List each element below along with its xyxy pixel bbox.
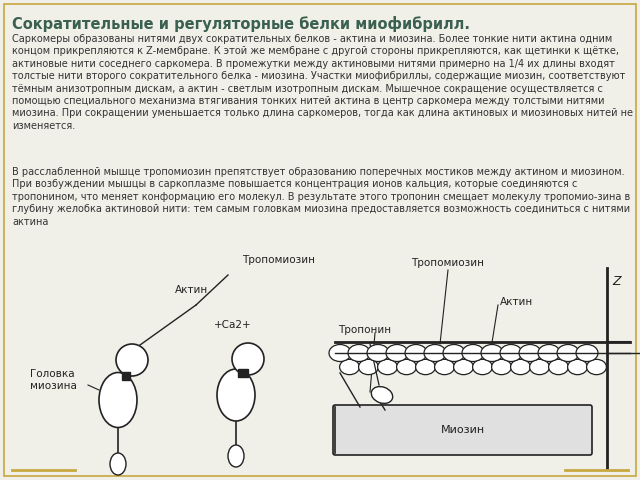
Text: Головка
миозина: Головка миозина (30, 369, 77, 391)
Ellipse shape (568, 360, 588, 375)
Ellipse shape (548, 360, 568, 375)
Text: Z: Z (612, 275, 621, 288)
Ellipse shape (587, 360, 607, 375)
Ellipse shape (538, 345, 560, 361)
Circle shape (116, 344, 148, 376)
Ellipse shape (462, 345, 484, 361)
Ellipse shape (340, 360, 360, 375)
Ellipse shape (367, 345, 389, 361)
Ellipse shape (424, 345, 446, 361)
Ellipse shape (217, 369, 255, 421)
Ellipse shape (492, 360, 511, 375)
Bar (122, 372, 130, 380)
Text: Сократительные и регуляторные белки миофибрилл.: Сократительные и регуляторные белки миоф… (12, 16, 470, 32)
Ellipse shape (329, 345, 351, 361)
Text: Саркомеры образованы нитями двух сократительных белков - актина и миозина. Более: Саркомеры образованы нитями двух сократи… (12, 34, 633, 131)
Ellipse shape (500, 345, 522, 361)
Ellipse shape (415, 360, 435, 375)
Ellipse shape (99, 372, 137, 428)
Ellipse shape (576, 345, 598, 361)
Ellipse shape (386, 345, 408, 361)
Text: Тропонин: Тропонин (338, 325, 391, 335)
Ellipse shape (519, 345, 541, 361)
Ellipse shape (371, 386, 393, 403)
Ellipse shape (405, 345, 427, 361)
Ellipse shape (443, 345, 465, 361)
Ellipse shape (110, 453, 126, 475)
Text: Тропомиозин: Тропомиозин (412, 258, 484, 268)
Ellipse shape (378, 360, 397, 375)
Ellipse shape (358, 360, 378, 375)
Ellipse shape (397, 360, 417, 375)
Bar (238, 369, 248, 377)
Text: Тропомиозин: Тропомиозин (242, 255, 315, 265)
Ellipse shape (435, 360, 454, 375)
Ellipse shape (557, 345, 579, 361)
FancyBboxPatch shape (4, 4, 636, 476)
Ellipse shape (481, 345, 503, 361)
Ellipse shape (511, 360, 531, 375)
Circle shape (232, 343, 264, 375)
Text: Актин: Актин (175, 285, 208, 295)
Ellipse shape (228, 445, 244, 467)
Ellipse shape (530, 360, 549, 375)
Text: В расслабленной мышце тропомиозин препятствует образованию поперечных мостиков м: В расслабленной мышце тропомиозин препят… (12, 167, 630, 227)
Text: +Ca2+: +Ca2+ (214, 320, 252, 330)
Ellipse shape (348, 345, 370, 361)
Text: Актин: Актин (500, 297, 533, 307)
Ellipse shape (472, 360, 492, 375)
Ellipse shape (454, 360, 474, 375)
Text: Миозин: Миозин (440, 425, 484, 435)
FancyBboxPatch shape (333, 405, 592, 455)
